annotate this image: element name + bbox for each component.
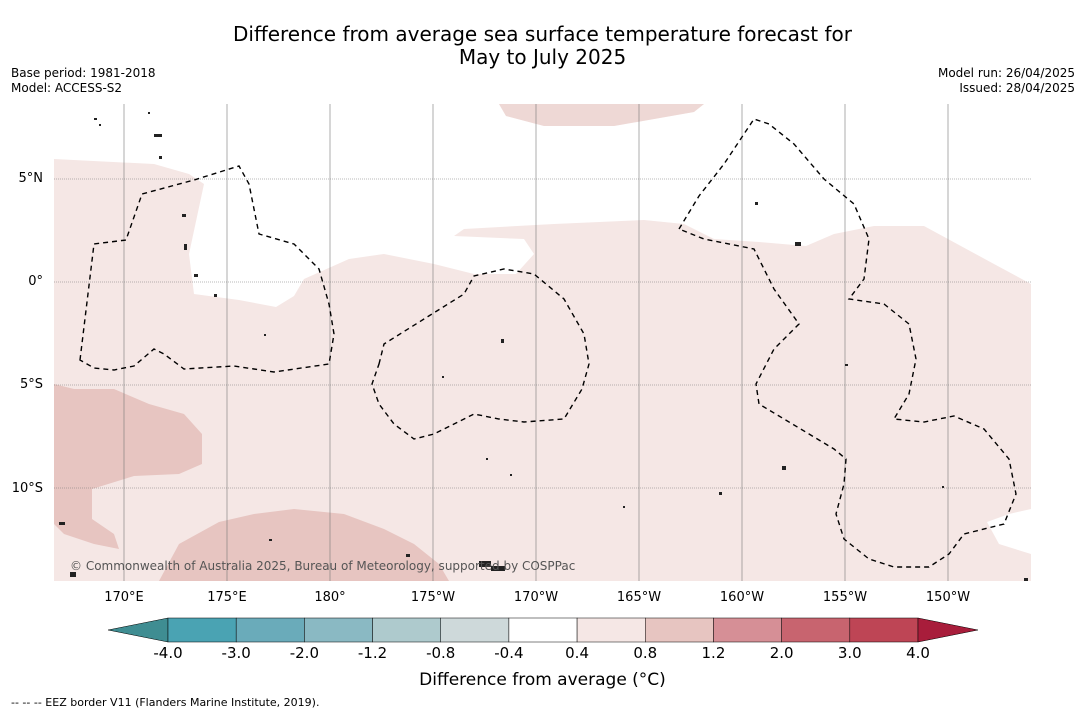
colorbar-segment	[372, 617, 441, 643]
colorbar-segment	[645, 617, 714, 643]
issued-date: Issued: 28/04/2025	[959, 81, 1075, 95]
colorbar-segment	[235, 617, 305, 643]
colorbar-segment	[508, 617, 578, 643]
colorbar-tick-label: 0.4	[565, 644, 589, 662]
colorbar-extend-low	[108, 617, 169, 643]
colorbar-segment	[440, 617, 510, 643]
colorbar-tick-label: -0.4	[494, 644, 524, 662]
lat-label-10s: 10°S	[11, 481, 43, 496]
warm-region-south	[159, 509, 449, 581]
grid-lines	[54, 104, 1031, 581]
model-run: Model run: 26/04/2025	[937, 66, 1075, 80]
title-line-1: Difference from average sea surface temp…	[232, 22, 852, 46]
colorbar-tick-label: 3.0	[837, 644, 862, 662]
lon-label-180: 180°	[314, 590, 346, 605]
sst-anomaly-map	[54, 104, 1031, 581]
model-name: Model: ACCESS-S2	[11, 81, 123, 95]
lon-label-155w: 155°W	[822, 590, 868, 605]
lon-label-150w: 150°W	[925, 590, 971, 605]
colorbar-segment	[576, 617, 646, 643]
colorbar-tick-label: -3.0	[221, 644, 251, 662]
islands	[59, 112, 1028, 581]
lon-label-160w: 160°W	[719, 590, 765, 605]
colorbar-tick-label: 0.8	[633, 644, 658, 662]
lon-label-175w: 175°W	[410, 590, 456, 605]
colorbar-segment	[167, 617, 237, 643]
lon-label-170e: 170°E	[104, 590, 144, 605]
lon-label-165w: 165°W	[616, 590, 662, 605]
lon-label-170w: 170°W	[513, 590, 559, 605]
white-region-southeast	[987, 509, 1031, 554]
colorbar-tick-label: -1.2	[357, 644, 388, 662]
warm-region-west	[54, 384, 202, 549]
warm-region-north-small	[499, 104, 704, 126]
base-period: Base period: 1981-2018	[11, 66, 156, 80]
colorbar-tick-label: 1.2	[701, 644, 726, 662]
colorbar-segment	[781, 617, 851, 643]
colorbar-tick-label: -4.0	[153, 644, 183, 662]
colorbar-tick-label: -2.0	[289, 644, 319, 662]
colorbar-label: Difference from average (°C)	[419, 670, 666, 690]
colorbar-segment	[304, 617, 373, 643]
lat-label-5s: 5°S	[19, 377, 43, 392]
lat-label-5n: 5°N	[18, 171, 44, 186]
lon-label-175e: 175°E	[207, 590, 247, 605]
eez-borders	[79, 118, 1017, 568]
copyright-notice: © Commonwealth of Australia 2025, Bureau…	[70, 559, 576, 573]
colorbar-segment	[713, 617, 782, 643]
lat-label-0: 0°	[28, 274, 43, 289]
colorbar	[108, 617, 978, 643]
eez-legend-note: -- -- -- EEZ border V11 (Flanders Marine…	[11, 696, 320, 709]
colorbar-extend-high	[917, 617, 978, 643]
colorbar-tick-label: 4.0	[906, 644, 930, 662]
white-region-north	[54, 104, 1031, 307]
title-line-2: May to July 2025	[458, 45, 627, 69]
colorbar-segment	[849, 617, 919, 643]
colorbar-tick-label: -0.8	[426, 644, 456, 662]
colorbar-tick-label: 2.0	[769, 644, 794, 662]
